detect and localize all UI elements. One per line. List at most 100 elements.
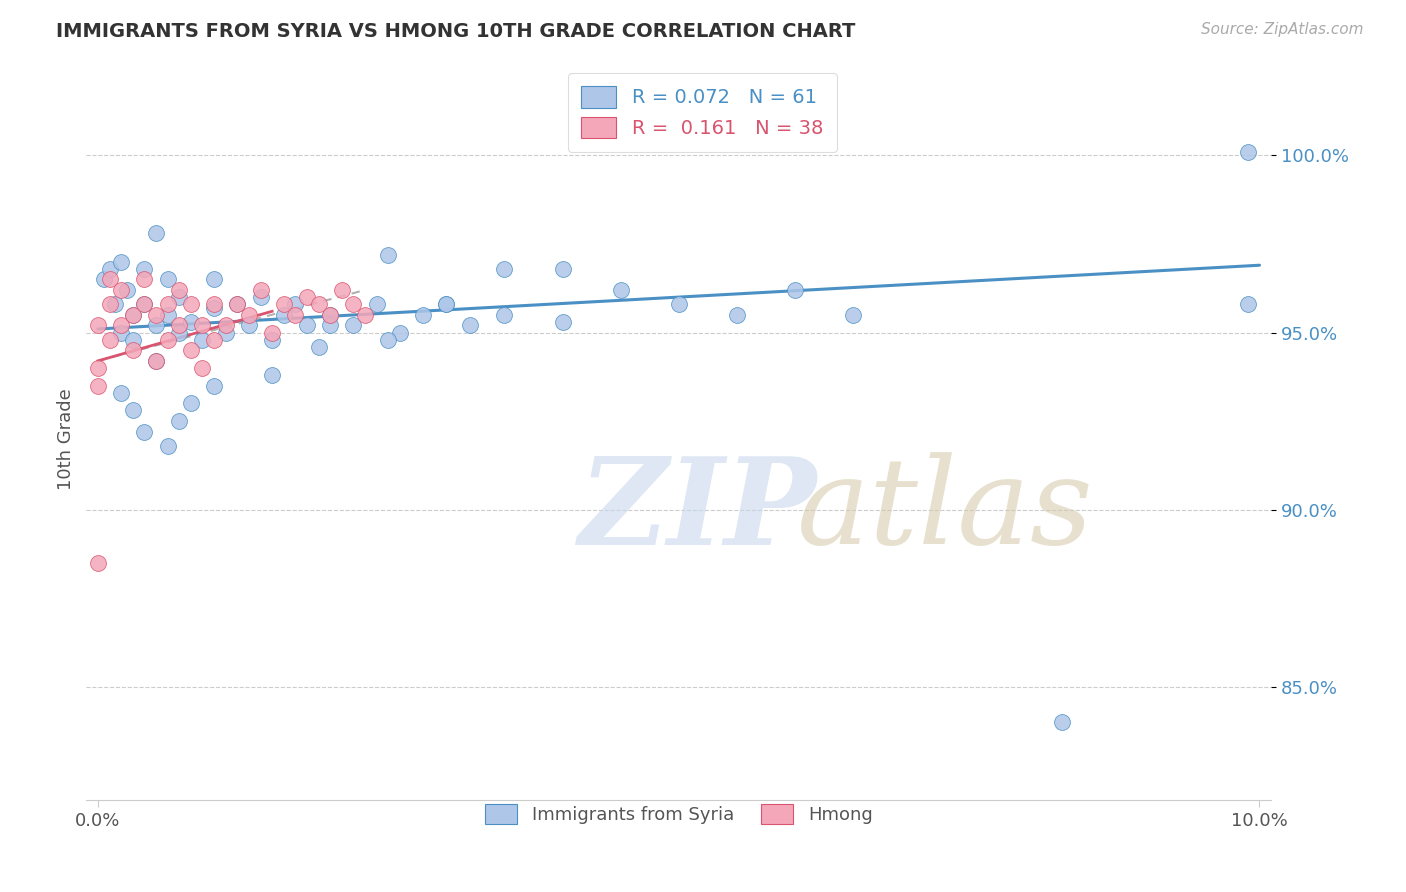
Point: [226, 297, 249, 311]
Point: [121, 308, 143, 322]
Point: [273, 308, 295, 322]
Point: [167, 414, 190, 428]
Point: [295, 318, 318, 333]
Point: [262, 326, 284, 340]
Point: [156, 272, 179, 286]
Point: [202, 333, 225, 347]
Point: [145, 318, 167, 333]
Point: [262, 333, 284, 347]
Point: [180, 396, 202, 410]
Point: [434, 297, 457, 311]
Point: [215, 326, 238, 340]
Text: atlas: atlas: [797, 452, 1094, 570]
Point: [191, 333, 214, 347]
Point: [191, 361, 214, 376]
Point: [98, 333, 121, 347]
Point: [202, 301, 225, 315]
Point: [167, 318, 190, 333]
Point: [319, 318, 342, 333]
Point: [494, 308, 516, 322]
Point: [284, 308, 307, 322]
Point: [262, 368, 284, 382]
Point: [342, 297, 364, 311]
Point: [319, 308, 342, 322]
Legend: Immigrants from Syria, Hmong: Immigrants from Syria, Hmong: [474, 793, 883, 835]
Point: [134, 272, 156, 286]
Point: [284, 297, 307, 311]
Point: [145, 227, 167, 241]
Point: [121, 308, 143, 322]
Point: [551, 261, 574, 276]
Point: [273, 297, 295, 311]
Point: [87, 361, 110, 376]
Point: [110, 326, 132, 340]
Point: [180, 343, 202, 358]
Point: [308, 297, 330, 311]
Point: [308, 340, 330, 354]
Point: [156, 333, 179, 347]
Point: [668, 297, 690, 311]
Point: [377, 333, 399, 347]
Point: [1237, 145, 1260, 159]
Point: [191, 318, 214, 333]
Point: [156, 308, 179, 322]
Point: [98, 297, 121, 311]
Point: [202, 378, 225, 392]
Point: [1050, 715, 1073, 730]
Text: Source: ZipAtlas.com: Source: ZipAtlas.com: [1201, 22, 1364, 37]
Point: [145, 354, 167, 368]
Point: [110, 283, 132, 297]
Point: [202, 272, 225, 286]
Point: [494, 261, 516, 276]
Point: [354, 308, 377, 322]
Point: [93, 272, 115, 286]
Point: [609, 283, 631, 297]
Point: [87, 556, 110, 570]
Point: [98, 261, 121, 276]
Y-axis label: 10th Grade: 10th Grade: [58, 388, 75, 490]
Point: [121, 343, 143, 358]
Point: [167, 290, 190, 304]
Point: [342, 318, 364, 333]
Point: [134, 297, 156, 311]
Point: [121, 403, 143, 417]
Point: [87, 318, 110, 333]
Point: [134, 297, 156, 311]
Point: [121, 333, 143, 347]
Point: [110, 385, 132, 400]
Point: [388, 326, 411, 340]
Point: [167, 283, 190, 297]
Point: [1237, 297, 1260, 311]
Point: [134, 425, 156, 439]
Point: [330, 283, 353, 297]
Point: [110, 318, 132, 333]
Point: [215, 318, 238, 333]
Point: [238, 308, 260, 322]
Point: [115, 283, 138, 297]
Point: [412, 308, 434, 322]
Point: [110, 254, 132, 268]
Point: [238, 318, 260, 333]
Point: [87, 378, 110, 392]
Point: [366, 297, 388, 311]
Point: [202, 297, 225, 311]
Point: [249, 290, 271, 304]
Point: [434, 297, 457, 311]
Point: [180, 297, 202, 311]
Point: [104, 297, 127, 311]
Text: ZIP: ZIP: [578, 452, 817, 570]
Point: [725, 308, 748, 322]
Point: [145, 308, 167, 322]
Point: [134, 261, 156, 276]
Point: [156, 439, 179, 453]
Point: [551, 315, 574, 329]
Point: [145, 354, 167, 368]
Point: [249, 283, 271, 297]
Text: IMMIGRANTS FROM SYRIA VS HMONG 10TH GRADE CORRELATION CHART: IMMIGRANTS FROM SYRIA VS HMONG 10TH GRAD…: [56, 22, 856, 41]
Point: [226, 297, 249, 311]
Point: [180, 315, 202, 329]
Point: [98, 272, 121, 286]
Point: [319, 308, 342, 322]
Point: [783, 283, 806, 297]
Point: [156, 297, 179, 311]
